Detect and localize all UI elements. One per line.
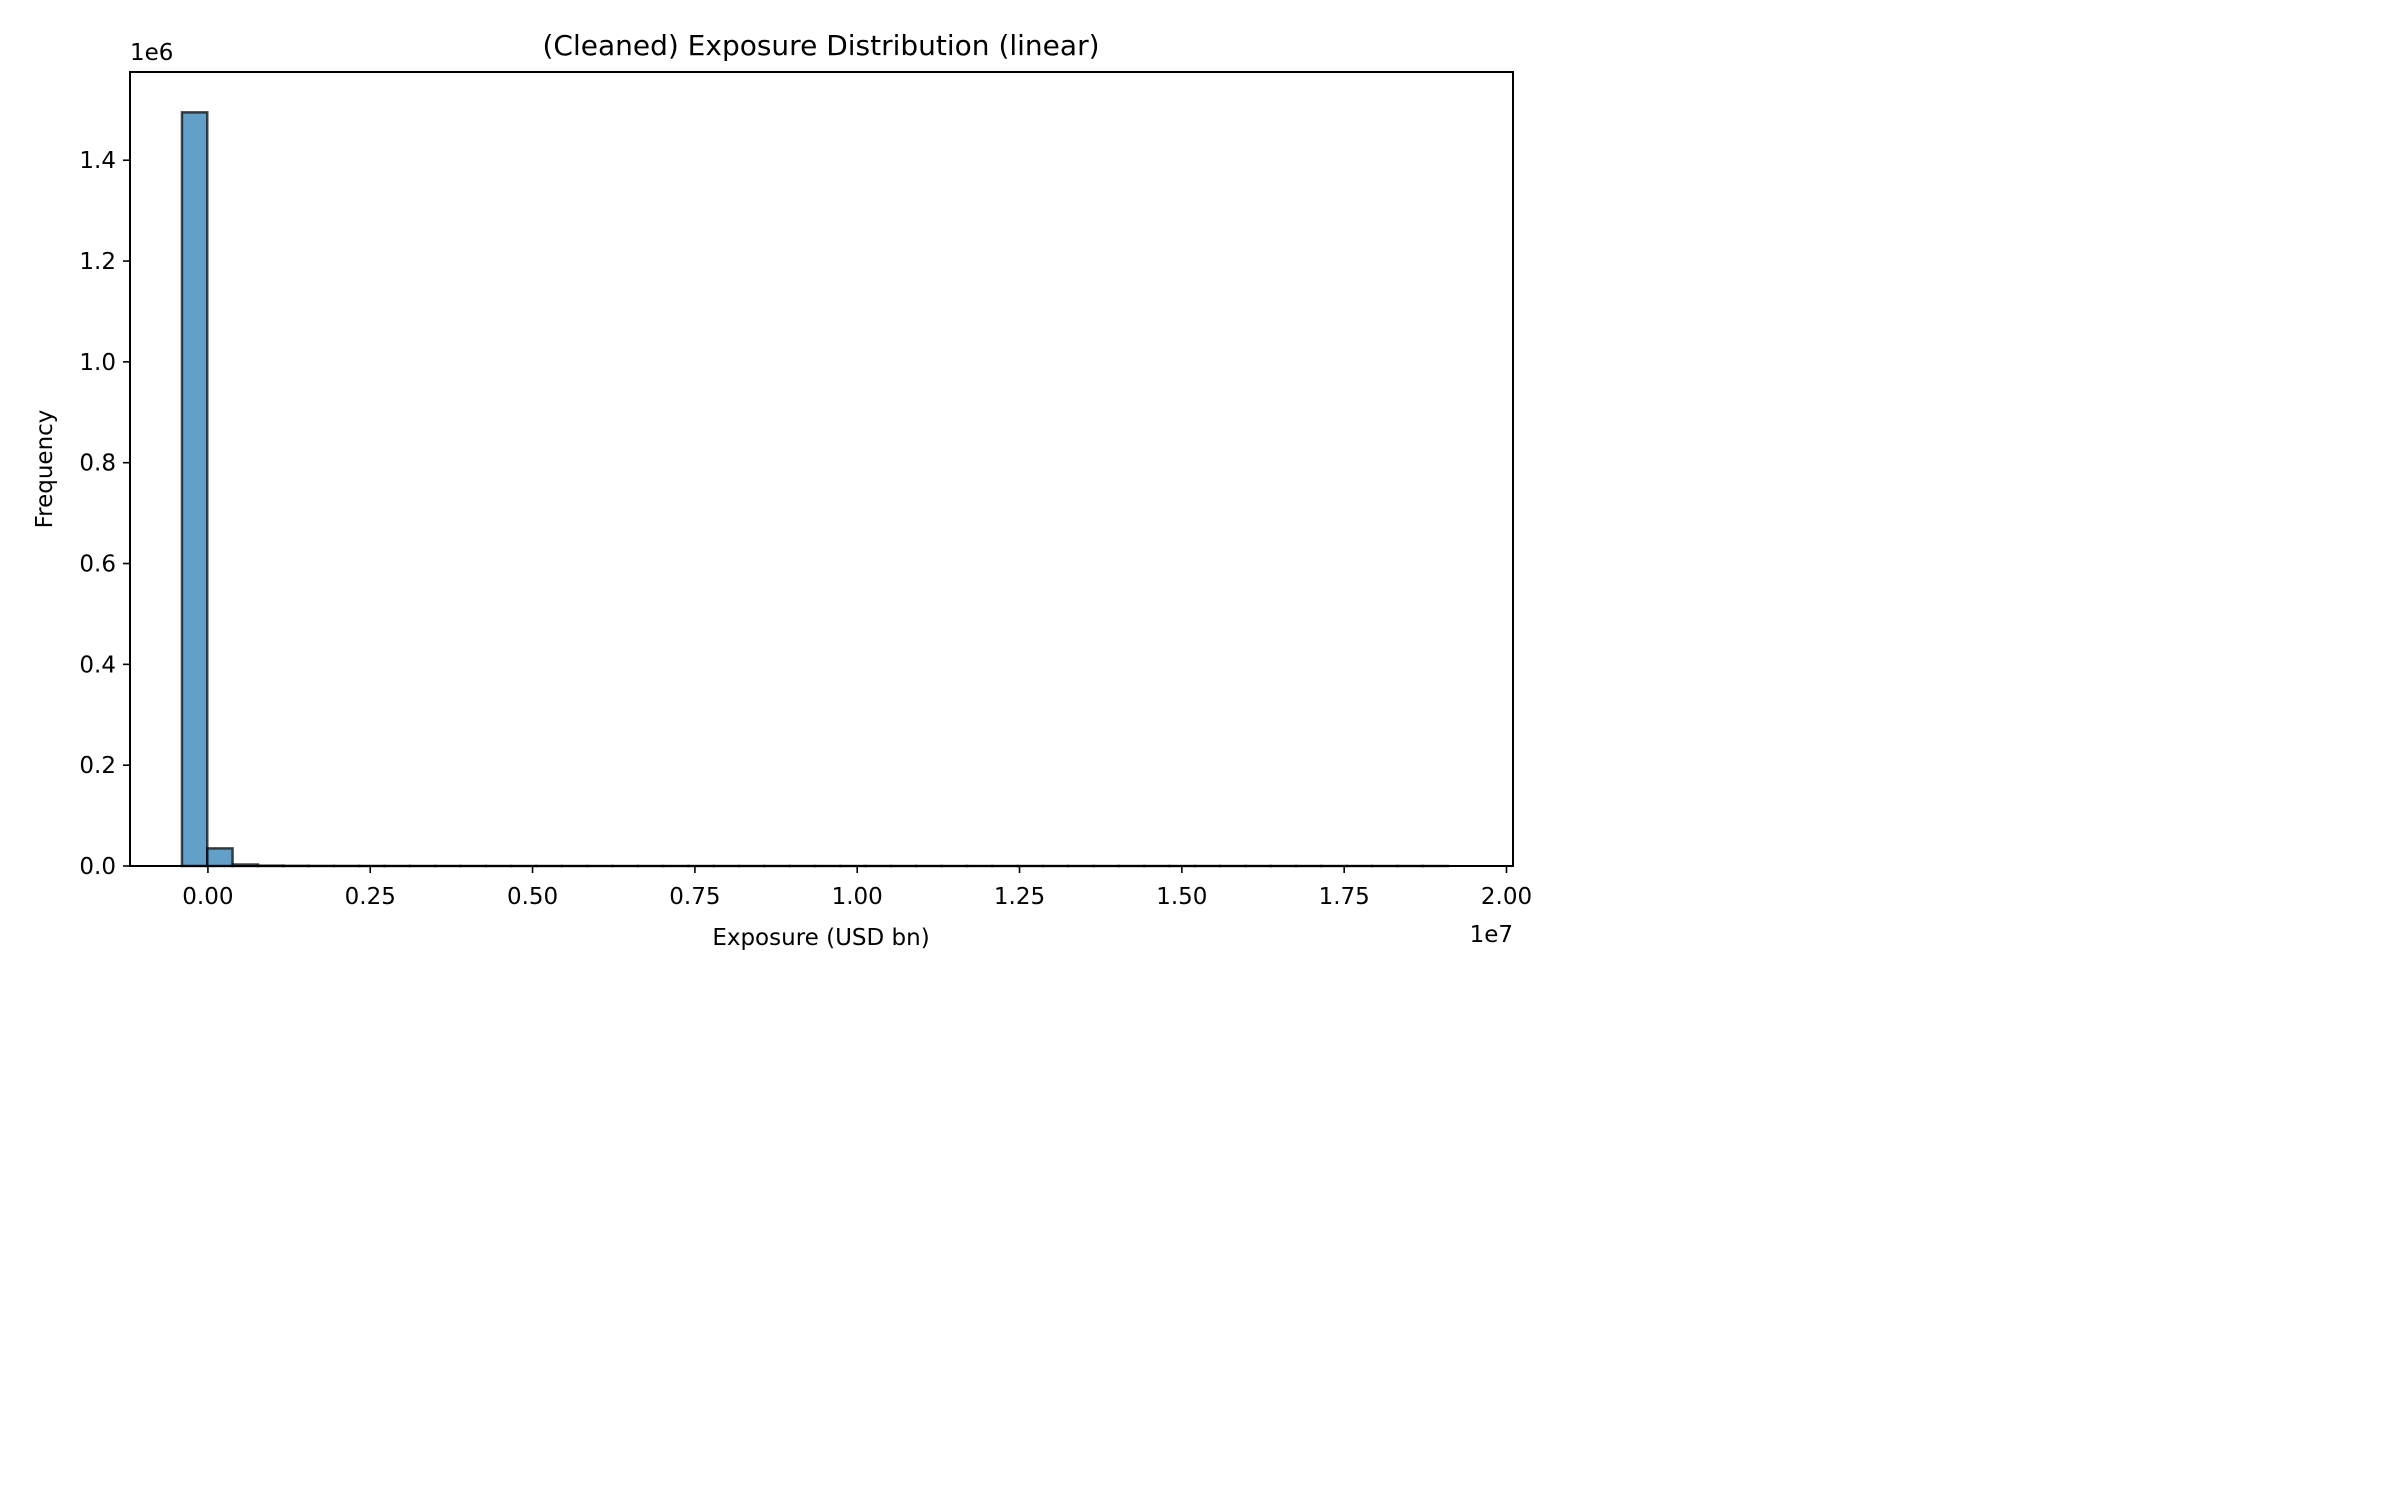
chart-title: (Cleaned) Exposure Distribution (linear) [542,29,1099,62]
x-tick-label: 1.50 [1156,884,1207,910]
plot-area-frame [129,71,1514,867]
histogram-bar [206,847,234,868]
x-tick-label: 0.25 [345,884,396,910]
y-tick-label: 0.2 [79,753,116,779]
y-axis-ticks: 0.0 0.2 0.4 0.6 0.8 1.0 1.2 1.4 [79,148,130,880]
x-tick-label: 1.00 [832,884,883,910]
y-tick-label: 0.8 [79,451,116,477]
x-axis-label: Exposure (USD bn) [712,925,929,951]
x-tick-label: 0.50 [507,884,558,910]
x-axis-ticks: 0.00 0.25 0.50 0.75 1.00 1.25 1.50 1.75 2.00 [182,866,1532,910]
chart-canvas: 0.00 0.25 0.50 0.75 1.00 1.25 1.50 1.75 2.00 0.0… [32,29,1532,951]
x-axis-offset-label: 1e7 [1470,922,1513,948]
x-tick-label: 2.00 [1481,884,1532,910]
histogram-chart: 0.00 0.25 0.50 0.75 1.00 1.25 1.50 1.75 2.00 0.0… [0,0,1568,980]
y-tick-label: 0.6 [79,552,116,578]
x-tick-label: 0.00 [182,884,233,910]
y-tick-label: 0.0 [79,854,116,880]
histogram-bars [180,111,1450,868]
x-tick-label: 1.25 [994,884,1045,910]
y-tick-label: 1.2 [79,249,116,275]
histogram-bar [180,111,209,868]
y-axis-offset-label: 1e6 [130,40,173,66]
x-tick-label: 0.75 [669,884,720,910]
x-tick-label: 1.75 [1319,884,1370,910]
y-tick-label: 0.4 [79,652,116,678]
y-tick-label: 1.0 [79,350,116,376]
y-tick-label: 1.4 [79,148,116,174]
y-axis-label: Frequency [32,410,58,529]
